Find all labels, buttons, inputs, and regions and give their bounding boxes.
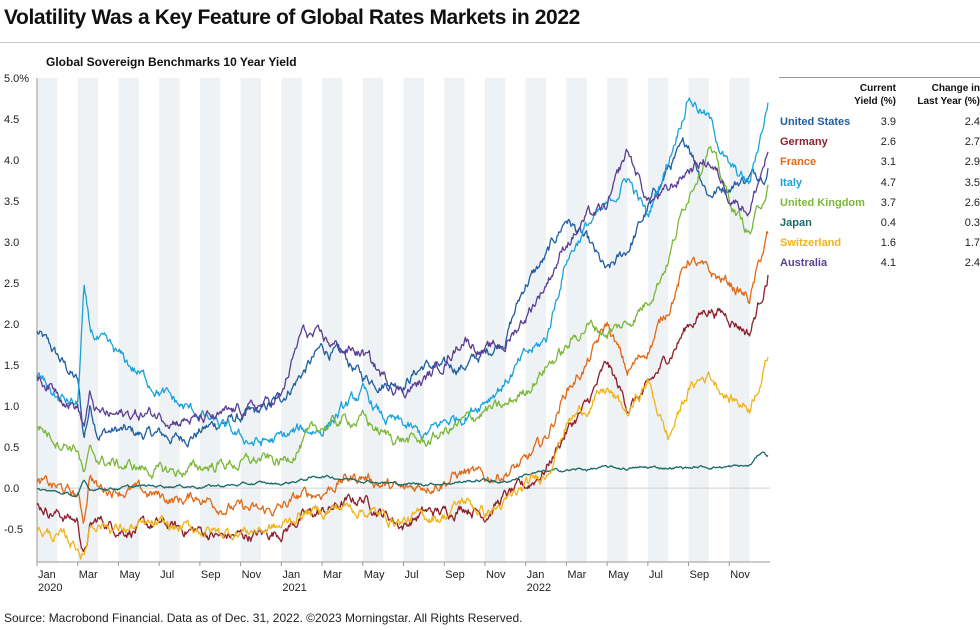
table-row-current-australia: 4.1 xyxy=(880,257,896,270)
month-band xyxy=(118,78,139,562)
month-band xyxy=(444,78,465,562)
x-tick-label: Mar xyxy=(567,569,586,581)
source-note: Source: Macrobond Financial. Data as of … xyxy=(4,611,523,625)
table-row-name-united-states: United States xyxy=(780,116,851,128)
chart-subtitle: Global Sovereign Benchmarks 10 Year Yiel… xyxy=(46,55,297,69)
current-yield-header-line1: Current xyxy=(859,83,896,94)
table-row-current-switzerland: 1.6 xyxy=(880,237,896,250)
x-year-label: 2022 xyxy=(527,582,551,594)
x-tick-label: Sep xyxy=(445,569,465,581)
x-tick-label: Sep xyxy=(201,569,221,581)
x-tick-label: Jul xyxy=(649,569,663,581)
y-tick-label: -0.5 xyxy=(4,524,23,536)
month-band xyxy=(525,78,547,562)
y-tick-label: 2.0 xyxy=(4,319,19,331)
series-line-france xyxy=(36,230,769,524)
x-tick-label: Jul xyxy=(405,569,419,581)
table-row-name-germany: Germany xyxy=(780,136,828,149)
series-line-italy xyxy=(36,97,769,447)
series-line-australia xyxy=(36,148,769,430)
x-tick-label: Sep xyxy=(690,569,710,581)
y-tick-label: 4.0 xyxy=(4,155,19,167)
y-tick-label: 4.5 xyxy=(4,114,19,126)
x-tick-label: Jan xyxy=(38,569,56,581)
title-divider xyxy=(0,42,980,43)
change-header-line2: Last Year (%) xyxy=(917,96,980,107)
change-header: Change in Last Year (%) xyxy=(900,82,980,108)
y-tick-label: 3.5 xyxy=(4,196,19,208)
current-yield-header-line2: Yield (%) xyxy=(854,96,896,107)
table-row-change-united-states: 2.4 xyxy=(964,116,980,128)
series-line-united-kingdom xyxy=(36,145,769,480)
x-tick-label: Nov xyxy=(486,569,506,581)
month-band xyxy=(688,78,709,562)
month-band xyxy=(607,78,628,562)
table-row-name-france: France xyxy=(780,156,817,169)
y-tick-label: 2.5 xyxy=(4,278,19,290)
month-band xyxy=(729,78,750,562)
x-tick-label: May xyxy=(608,569,629,581)
table-row-current-japan: 0.4 xyxy=(880,217,896,229)
month-band xyxy=(484,78,506,562)
table-row-current-france: 3.1 xyxy=(880,156,896,169)
table-row-change-united-kingdom: 2.6 xyxy=(964,196,980,209)
table-row-current-germany: 2.6 xyxy=(880,136,896,149)
y-tick-label: 1.5 xyxy=(4,360,19,372)
x-tick-label: May xyxy=(119,569,140,581)
table-top-rule xyxy=(779,77,980,78)
y-tick-label: 3.0 xyxy=(4,237,19,249)
series-line-germany xyxy=(36,274,769,553)
table-row-current-united-kingdom: 3.7 xyxy=(880,196,896,209)
x-tick-label: Mar xyxy=(79,569,98,581)
y-tick-label: 0.0 xyxy=(4,483,19,495)
table-row-change-switzerland: 1.7 xyxy=(964,237,980,250)
series-line-japan xyxy=(36,451,769,498)
month-band xyxy=(77,78,99,562)
table-row-name-australia: Australia xyxy=(780,257,828,270)
table-row-change-australia: 2.4 xyxy=(964,257,980,270)
x-tick-label: Nov xyxy=(242,569,262,581)
table-row-current-italy: 4.7 xyxy=(880,176,896,189)
x-year-label: 2021 xyxy=(282,582,306,594)
table-row-name-switzerland: Switzerland xyxy=(780,237,842,250)
table-row-name-united-kingdom: United Kingdom xyxy=(780,196,865,209)
x-tick-label: Jan xyxy=(527,569,545,581)
month-band xyxy=(281,78,302,562)
x-tick-label: May xyxy=(364,569,385,581)
current-yield-header: Current Yield (%) xyxy=(826,82,896,108)
month-band xyxy=(322,78,343,562)
x-tick-label: Mar xyxy=(323,569,342,581)
month-band xyxy=(199,78,221,562)
table-row-current-united-states: 3.9 xyxy=(880,116,896,128)
y-tick-label: 1.0 xyxy=(4,401,19,413)
table-row-change-italy: 3.5 xyxy=(964,176,980,189)
x-tick-label: Jul xyxy=(160,569,174,581)
month-band xyxy=(566,78,587,562)
x-tick-label: Nov xyxy=(730,569,750,581)
table-row-change-france: 2.9 xyxy=(964,156,980,169)
change-header-line1: Change in xyxy=(931,83,980,94)
month-band xyxy=(159,78,180,562)
x-tick-label: Jan xyxy=(282,569,300,581)
chart-title: Volatility Was a Key Feature of Global R… xyxy=(4,6,580,29)
y-tick-label: 0.5 xyxy=(4,442,19,454)
x-year-label: 2020 xyxy=(38,582,62,594)
table-row-name-japan: Japan xyxy=(780,217,812,229)
table-row-change-germany: 2.7 xyxy=(964,136,980,149)
table-row-change-japan: 0.3 xyxy=(964,217,980,229)
month-band xyxy=(362,78,384,562)
y-tick-label: 5.0% xyxy=(4,73,29,85)
table-row-name-italy: Italy xyxy=(780,176,803,189)
month-band xyxy=(240,78,261,562)
series-line-switzerland xyxy=(36,356,769,560)
